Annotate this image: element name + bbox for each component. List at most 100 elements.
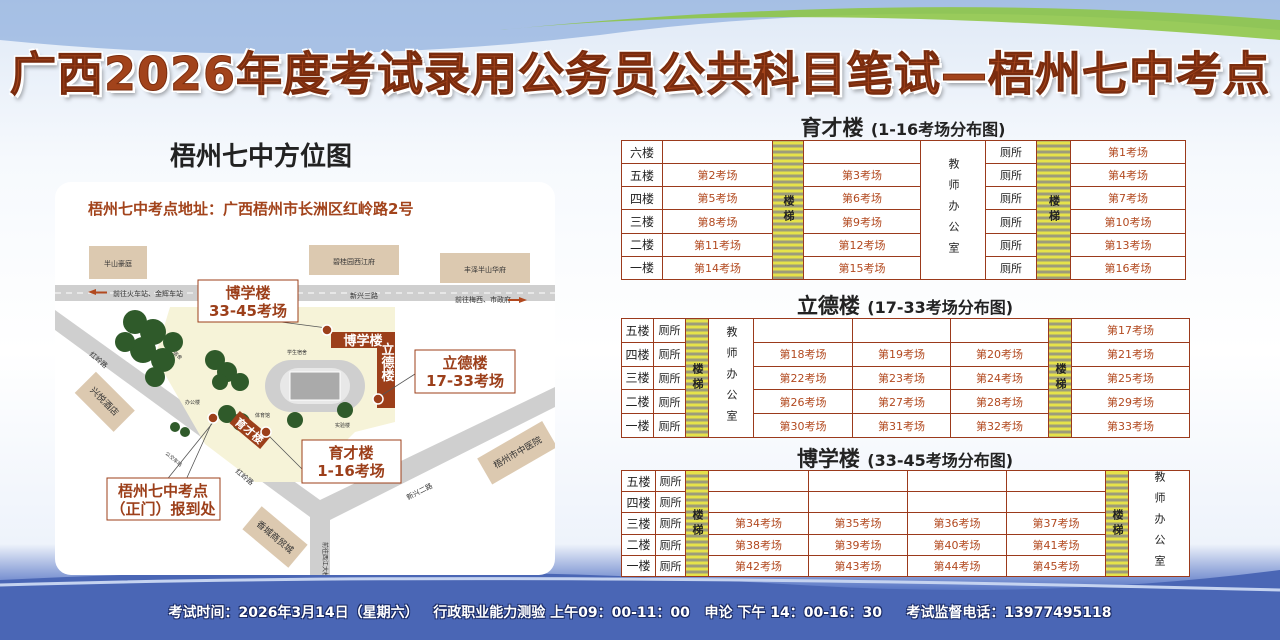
exam-room: 第35考场 [808, 512, 908, 535]
callout-yucai-rooms: 1-16考场 [317, 462, 385, 480]
label-fengze: 丰泽半山华府 [464, 265, 506, 274]
building-lide [377, 348, 395, 408]
exam-room: 第41考场 [1006, 533, 1106, 556]
floor-row: 五楼 第2考场 第3考场 厕所 第4考场 [621, 163, 1186, 188]
exam-room [662, 139, 773, 165]
exam-room: 第13考场 [1070, 232, 1186, 257]
map-heading: 梧州七中方位图 [170, 142, 353, 172]
exam-room: 第12考场 [803, 232, 921, 257]
road-label-xinxing3: 新兴三路 [350, 291, 378, 300]
floor-label: 五楼 [621, 163, 663, 188]
location-map: 梧州七中考点地址：广西梧州市长洲区红岭路2号 半山豪庭 碧桂园西江府 丰泽半山华… [55, 182, 555, 575]
exam-room: 第8考场 [662, 209, 773, 234]
restroom: 厕所 [653, 365, 686, 391]
exam-room: 第4考场 [1070, 163, 1186, 188]
floor-label: 一楼 [621, 413, 654, 438]
exam-room [708, 469, 809, 493]
restroom: 厕所 [655, 554, 686, 578]
floor-label: 四楼 [621, 186, 663, 211]
exam-room: 第9考场 [803, 209, 921, 234]
exam-room: 第2考场 [662, 163, 773, 188]
floor-row: 一楼 厕所 第30考场 第31考场 第32考场 第33考场 [621, 413, 1190, 438]
exam-room: 第15考场 [803, 255, 921, 281]
map-drawing: 半山豪庭 碧桂园西江府 丰泽半山华府 兴悦酒店 梧州市中医院 香城商贸城 前往火… [55, 245, 555, 575]
label-banshan: 半山豪庭 [104, 259, 132, 268]
empty-room [753, 318, 853, 343]
restroom: 厕所 [653, 389, 686, 415]
stairs-east: 楼梯 [1105, 470, 1129, 577]
exam-room: 第6考场 [803, 186, 921, 211]
road-label-top-left: 前往火车站、金辉车站 [113, 289, 183, 298]
stairs-east: 楼梯 [1036, 140, 1071, 280]
floor-label: 二楼 [621, 533, 656, 556]
exam-room: 第1考场 [1070, 139, 1186, 165]
exam-room: 第11考场 [662, 232, 773, 257]
teacher-office: 教师办公室 [708, 318, 754, 438]
floor-row: 四楼 第5考场 第6考场 厕所 第7考场 [621, 186, 1186, 211]
exam-room: 第38考场 [708, 533, 809, 556]
callout-boxue-rooms: 33-45考场 [209, 302, 287, 320]
teacher-office: 教师办公室 [1128, 470, 1190, 577]
exam-room: 第3考场 [803, 163, 921, 188]
boxue-title: 博学楼 (33-45考场分布图) [796, 447, 1014, 471]
floor-row: 五楼 厕所 楼梯 楼梯 教师办公室 [621, 469, 1190, 577]
label-office: 办公楼 [185, 399, 200, 406]
label-biguiyuan: 碧桂园西江府 [333, 257, 375, 266]
exam-room: 第28考场 [950, 389, 1049, 415]
exam-room: 第7考场 [1070, 186, 1186, 211]
stairs-west: 楼梯 [772, 140, 804, 280]
exam-room [708, 491, 809, 514]
exam-room [1006, 469, 1106, 493]
exam-schedule-footer: 考试时间：2026年3月14日（星期六） 行政职业能力测验 上午09：00-11… [168, 605, 1112, 621]
exam-room: 第21考场 [1071, 341, 1190, 367]
exam-address: 梧州七中考点地址：广西梧州市长洲区红岭路2号 [88, 200, 414, 218]
floor-row: 四楼 厕所 第18考场 第19考场 第20考场 第21考场 [621, 341, 1190, 367]
exam-room: 第22考场 [753, 365, 853, 391]
road-xinxing3 [55, 285, 555, 301]
stairs-west: 楼梯 [685, 318, 709, 438]
label-bus: 公交车站 [164, 450, 184, 468]
yucai-table: 六楼 楼梯 教师办公室 厕所 楼梯 第1考场 五楼 第2考场 第3考场 厕所 第4考场 四楼 第5考场第… [621, 139, 1186, 281]
floor-label: 三楼 [621, 365, 654, 391]
restroom: 厕所 [985, 163, 1037, 188]
exam-room: 第19考场 [852, 341, 951, 367]
callout-gate-note: （正门）报到处 [110, 500, 216, 518]
floor-row: 二楼 厕所 第26考场 第27考场 第28考场 第29考场 [621, 389, 1190, 415]
boxue-table: 五楼 厕所 楼梯 楼梯 教师办公室 四楼 厕所 三楼 厕所 第34考场 第35考场 第36考场 第37考… [621, 469, 1190, 578]
lide-table: 五楼 厕所 楼梯 教师办公室 楼梯 第17考场 四楼 厕所 第18考场 第19考场 第20考场 第21… [621, 318, 1190, 438]
restroom: 厕所 [655, 533, 686, 556]
exam-room: 第40考场 [907, 533, 1007, 556]
road-label-top-right: 前往梅西、市政府 [455, 295, 511, 304]
road-hongling [55, 310, 555, 575]
floor-label: 五楼 [621, 469, 656, 493]
label-dorm-2: 学生宿舍 [287, 349, 307, 356]
exam-room [808, 491, 908, 514]
exam-room: 第5考场 [662, 186, 773, 211]
exam-room: 第37考场 [1006, 512, 1106, 535]
building-boxue [331, 332, 395, 348]
exam-room: 第14考场 [662, 255, 773, 281]
callout-yucai-name: 育才楼 [328, 444, 373, 462]
exam-room: 第43考场 [808, 554, 908, 578]
page-title: 广西2026年度考试录用公务员公共科目笔试—梧州七中考点 [9, 47, 1271, 102]
exam-room: 第25考场 [1071, 365, 1190, 391]
exam-room [907, 469, 1007, 493]
callout-lide-rooms: 17-33考场 [426, 372, 504, 390]
floor-row: 一楼 第14考场 第15考场 厕所 第16考场 [621, 255, 1186, 281]
exam-room: 第32考场 [950, 413, 1049, 438]
exam-room: 第23考场 [852, 365, 951, 391]
restroom: 厕所 [653, 341, 686, 367]
exam-room: 第24考场 [950, 365, 1049, 391]
road-label-bottom: 前往西江大桥 [321, 542, 329, 575]
floor-label: 五楼 [621, 318, 654, 343]
exam-room: 第16考场 [1070, 255, 1186, 281]
floor-row: 二楼 厕所 第38考场 第39考场 第40考场 第41考场 [621, 533, 1190, 556]
exam-room [808, 469, 908, 493]
floor-row: 二楼 第11考场 第12考场 厕所 第13考场 [621, 232, 1186, 257]
exam-room: 第42考场 [708, 554, 809, 578]
restroom: 厕所 [655, 469, 686, 493]
exam-room: 第33考场 [1071, 413, 1190, 438]
restroom: 厕所 [653, 318, 686, 343]
exam-room: 第44考场 [907, 554, 1007, 578]
teacher-office: 教师办公室 [920, 140, 986, 280]
